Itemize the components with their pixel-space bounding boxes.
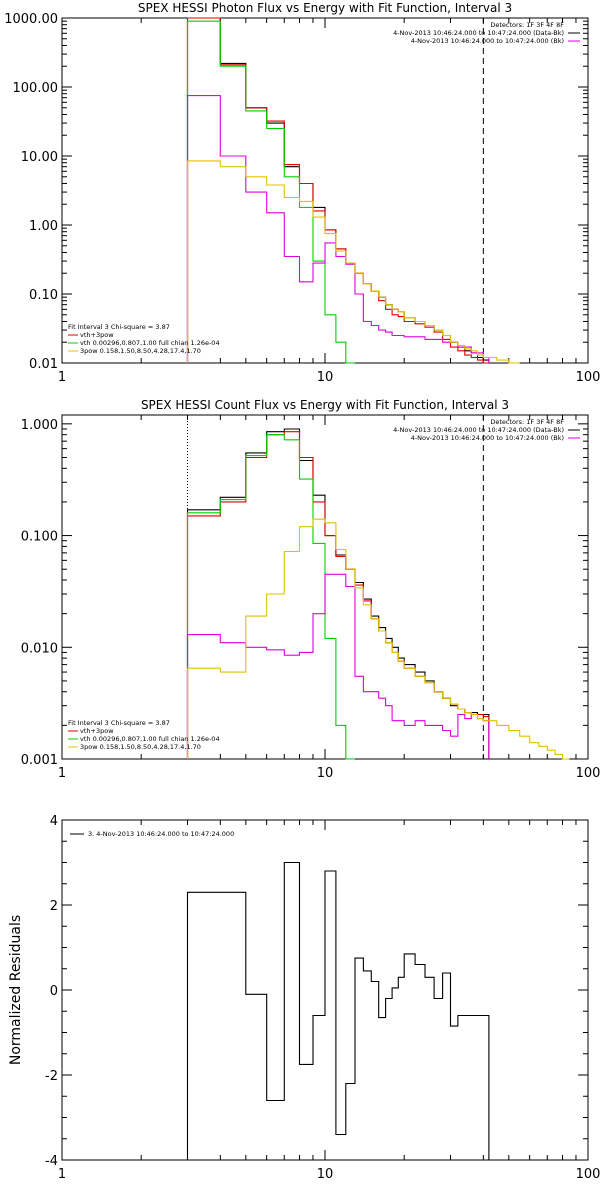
y-tick-label: 0.10 — [29, 288, 58, 303]
legend-top-right-entry: Detectors: 1F 3F 4F 8F — [490, 21, 564, 29]
y-tick-label: 4 — [50, 814, 58, 829]
x-tick-label: 1 — [58, 370, 66, 385]
series-0-step-line — [186, 17, 490, 363]
legend-top-right-entry: Detectors: 1F 3F 4F 8F — [490, 418, 564, 426]
legend-bottom-left-entry: 3pow 0.158,1.50,8.50,4.28,17.4,1.70 — [80, 743, 201, 751]
y-tick-label: 0.010 — [21, 641, 58, 656]
series-1-step-line — [186, 17, 489, 364]
y-axis-label: Normalized Residuals — [8, 915, 24, 1065]
series-0-step-line — [186, 861, 490, 1160]
y-tick-label: 10.00 — [21, 150, 58, 165]
y-tick-label: 1000.00 — [4, 12, 58, 27]
series-4-step-line — [186, 518, 570, 760]
chart-title: SPEX HESSI Count Flux vs Energy with Fit… — [141, 398, 509, 412]
legend-bottom-left-entry: vth 0.00296,0.807,1.00 full chian 1.26e-… — [80, 339, 220, 347]
residuals-chart: 1 10 100 -4 -2 0 2 4 Normalized Residuals 3. 4-No… — [8, 814, 600, 1182]
y-tick-label: 100.00 — [13, 81, 59, 96]
series-1-step-line — [186, 431, 490, 759]
y-tick-label: 0.100 — [21, 530, 58, 545]
legend-top-right-entry: 4-Nov-2013 10:46:24.000 to 10:47:24.000 … — [411, 434, 564, 442]
legend-bottom-left-entry: Fit Interval 3 Chi-square = 3.87 — [68, 719, 170, 727]
legend-bottom-left-entry: vth 0.00296,0.807,1.00 full chian 1.26e-… — [80, 735, 220, 743]
x-tick-label: 1 — [58, 1167, 66, 1182]
x-tick-label: 10 — [317, 766, 334, 780]
series-2-step-line — [186, 434, 355, 760]
x-tick-label: 100 — [576, 370, 600, 385]
series-3-step-line — [186, 95, 490, 363]
legend-bottom-left-entry: vth+3pow — [80, 331, 114, 339]
series-0-step-line — [186, 428, 490, 759]
legend-top-right-entry: 4-Nov-2013 10:46:24.000 to 10:47:24.000 … — [411, 37, 564, 45]
y-tick-label: 2 — [50, 899, 58, 914]
y-tick-label: 1.00 — [29, 219, 58, 234]
legend-top-right-entry: 4-Nov-2013 10:46:24.000 to 10:47:24.000 … — [393, 29, 564, 37]
x-tick-label: 10 — [317, 370, 334, 385]
legend-bottom-left-entry: 3pow 0.158,1.50,8.50,4.28,17.4,1.70 — [80, 347, 201, 355]
legend-bottom-left-entry: Fit Interval 3 Chi-square = 3.87 — [68, 323, 170, 331]
x-tick-label: 10 — [317, 1167, 334, 1182]
y-tick-label: -2 — [45, 1069, 58, 1084]
series-4-step-line — [186, 160, 520, 364]
series-3-step-line — [186, 573, 490, 759]
x-tick-label: 1 — [58, 766, 66, 780]
x-tick-label: 100 — [576, 1167, 600, 1182]
legend-entry: 3. 4-Nov-2013 10:46:24.000 to 10:47:24.0… — [88, 830, 234, 838]
legend-top-right-entry: 4-Nov-2013 10:46:24.000 to 10:47:24.000 … — [393, 426, 564, 434]
photon-flux-chart: SPEX HESSI Photon Flux vs Energy with Fi… — [4, 1, 600, 385]
y-tick-label: 0.01 — [29, 357, 58, 372]
y-tick-label: -4 — [45, 1154, 58, 1169]
count-flux-chart: SPEX HESSI Count Flux vs Energy with Fit… — [21, 398, 600, 780]
x-tick-label: 100 — [576, 766, 600, 780]
chart-title: SPEX HESSI Photon Flux vs Energy with Fi… — [138, 1, 512, 15]
y-tick-label: 0.001 — [21, 753, 58, 768]
legend-bottom-left-entry: vth+3pow — [80, 727, 114, 735]
y-tick-label: 1.000 — [21, 418, 58, 433]
series-2-step-line — [186, 20, 355, 364]
y-tick-label: 0 — [50, 984, 58, 999]
